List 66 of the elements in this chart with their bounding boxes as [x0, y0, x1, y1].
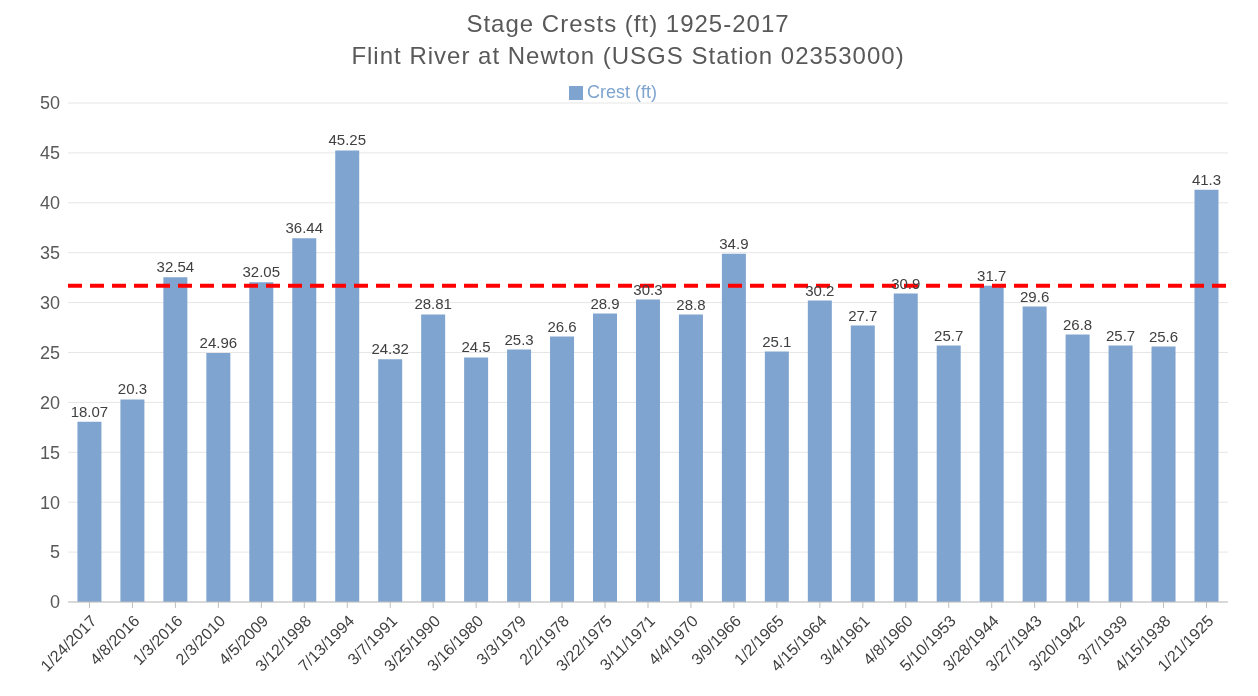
bar: [292, 238, 317, 602]
bar: [120, 399, 145, 602]
bar: [1022, 306, 1047, 602]
bar: [893, 293, 918, 602]
bar: [421, 314, 446, 602]
data-label: 18.07: [70, 402, 109, 420]
bar: [206, 352, 231, 602]
y-tick-label: 10: [39, 492, 60, 513]
data-label: 24.32: [371, 340, 409, 358]
data-label: 30.3: [633, 280, 663, 298]
bar: [593, 313, 618, 602]
y-tick-label: 45: [39, 143, 60, 164]
data-label: 20.3: [117, 380, 148, 398]
data-label: 36.44: [285, 219, 324, 237]
data-label: 25.7: [1105, 326, 1136, 344]
data-label: 28.8: [676, 295, 706, 313]
bar: [464, 357, 489, 602]
data-label: 26.8: [1063, 315, 1093, 333]
data-label: 25.7: [934, 326, 964, 344]
bar: [335, 150, 360, 602]
data-label: 25.1: [762, 332, 792, 350]
bar: [807, 300, 832, 602]
y-tick-label: 5: [49, 542, 60, 563]
y-tick-label: 35: [39, 243, 60, 264]
data-label: 32.05: [242, 263, 281, 281]
data-label: 24.5: [461, 338, 491, 356]
bar: [721, 253, 746, 602]
bar: [550, 336, 575, 602]
data-label: 25.3: [504, 330, 534, 348]
bar: [1151, 346, 1176, 602]
y-tick-label: 30: [39, 292, 60, 313]
data-label: 32.54: [156, 258, 195, 276]
data-label: 28.81: [414, 295, 452, 313]
y-tick-label: 20: [39, 392, 60, 413]
bar: [1194, 189, 1219, 602]
bar: [249, 282, 274, 602]
bar: [936, 345, 961, 602]
data-label: 26.6: [547, 317, 577, 335]
data-label: 28.9: [590, 294, 620, 312]
bar: [764, 351, 789, 602]
data-label: 30.2: [805, 281, 835, 299]
bar: [979, 285, 1004, 602]
bar: [1108, 345, 1133, 602]
y-tick-label: 40: [39, 193, 60, 214]
bar: [77, 421, 102, 602]
y-tick-label: 50: [39, 93, 60, 114]
data-label: 29.6: [1020, 287, 1050, 305]
chart-title: Stage Crests (ft) 1925-2017 Flint River at Newton (USGS Station 02353000): [350, 9, 906, 71]
data-label: 31.7: [977, 266, 1007, 284]
bar: [850, 325, 875, 602]
bar: [507, 349, 532, 602]
data-label: 24.96: [199, 333, 238, 351]
bar: [678, 314, 703, 602]
bar: [378, 359, 403, 602]
data-label: 45.25: [328, 131, 366, 149]
bar: [635, 299, 660, 602]
bar: [163, 277, 188, 602]
y-tick-label: 25: [39, 342, 60, 363]
y-tick-label: 0: [49, 592, 60, 613]
data-label: 41.3: [1191, 170, 1222, 188]
y-tick-label: 15: [39, 442, 60, 463]
legend-label: Crest (ft): [587, 82, 657, 102]
bar: [1065, 334, 1090, 602]
data-label: 34.9: [719, 234, 749, 252]
data-label: 25.6: [1148, 327, 1179, 345]
data-label: 27.7: [848, 306, 878, 324]
